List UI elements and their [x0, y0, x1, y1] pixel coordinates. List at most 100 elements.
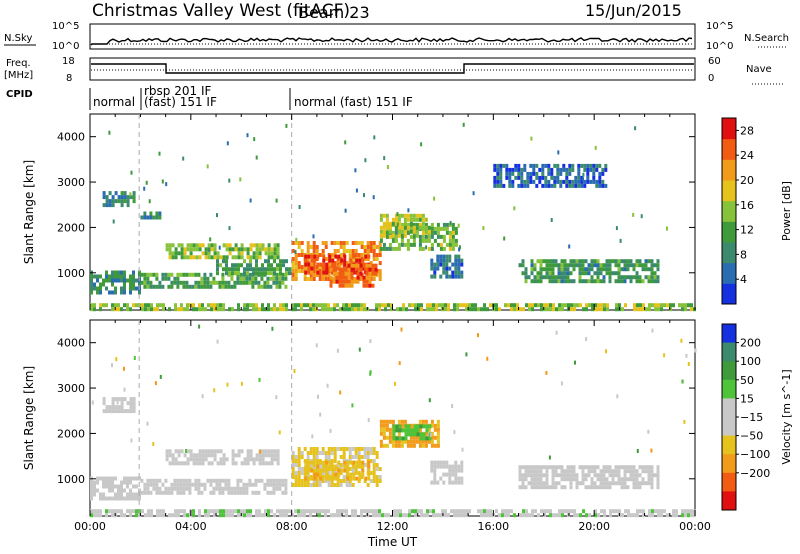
- velocity-cell: [291, 459, 295, 463]
- power-cell: [359, 267, 363, 272]
- power-cell: [684, 303, 687, 308]
- velocity-cell: [90, 509, 93, 514]
- velocity-cell: [614, 481, 618, 486]
- velocity-cell: [539, 469, 543, 474]
- power-cell: [614, 279, 618, 284]
- velocity-cell: [372, 471, 376, 475]
- velocity-cell: [444, 513, 447, 518]
- power-cell: [615, 303, 618, 308]
- velocity-cell: [318, 451, 322, 455]
- power-cell: [529, 179, 533, 184]
- velocity-cell: [345, 483, 349, 487]
- power-cell: [495, 303, 498, 308]
- nave-label: Nave: [746, 64, 772, 75]
- power-cell: [355, 258, 359, 263]
- power-cell: [183, 247, 187, 252]
- velocity-cell: [180, 509, 183, 514]
- velocity-cell: [384, 513, 387, 518]
- power-cell: [656, 263, 660, 268]
- velocity-cell: [321, 447, 325, 451]
- power-cell: [267, 243, 271, 248]
- velocity-cell: [360, 455, 364, 459]
- power-cell: [597, 303, 600, 308]
- velocity-cell: [173, 482, 177, 487]
- power-cell: [548, 271, 552, 276]
- velocity-cell: [483, 513, 486, 518]
- power-cell: [542, 267, 546, 272]
- power-cell: [614, 259, 618, 264]
- power-cell: [120, 191, 124, 196]
- power-echo-region: [430, 254, 464, 279]
- power-cell: [200, 284, 204, 289]
- power-cell: [327, 303, 330, 308]
- power-cell: [629, 263, 633, 268]
- velocity-cell: [533, 481, 537, 486]
- power-cell: [273, 255, 277, 260]
- power-cell: [608, 267, 612, 272]
- power-cell: [541, 183, 545, 188]
- velocity-cell: [246, 453, 250, 458]
- velocity-cell: [192, 509, 195, 514]
- power-cell: [281, 280, 285, 285]
- power-cell: [275, 272, 279, 277]
- power-cell: [186, 255, 190, 260]
- velocity-cell: [327, 479, 331, 483]
- power-sparse-cell: [615, 226, 618, 231]
- power-cell: [448, 266, 452, 271]
- power-cell: [350, 267, 354, 272]
- velocity-cell: [428, 436, 432, 441]
- power-cell: [533, 263, 537, 268]
- velocity-cell: [123, 397, 127, 402]
- power-cell: [606, 307, 609, 312]
- velocity-cell: [417, 509, 420, 514]
- power-cell: [219, 263, 222, 268]
- power-cell: [427, 246, 431, 251]
- power-cell: [531, 303, 534, 308]
- velocity-cell: [351, 483, 355, 487]
- power-cell: [403, 233, 407, 238]
- power-cell: [261, 263, 264, 268]
- velocity-cell: [249, 513, 252, 518]
- power-cell: [179, 272, 183, 277]
- velocity-cell: [105, 405, 109, 410]
- power-cell: [451, 234, 455, 239]
- velocity-cell: [593, 465, 597, 470]
- power-cell: [236, 276, 240, 281]
- power-cell: [111, 307, 114, 312]
- velocity-cell: [258, 461, 262, 466]
- velocity-cell: [608, 485, 612, 490]
- velocity-cell: [542, 485, 546, 490]
- velocity-echo-region: [90, 476, 141, 501]
- velocity-cell: [564, 509, 567, 514]
- power-cell: [457, 270, 461, 275]
- power-colorbar-frame: [721, 117, 737, 305]
- velocity-cell: [623, 465, 627, 470]
- velocity-cell: [93, 480, 96, 485]
- power-cell: [149, 280, 153, 285]
- power-cell: [433, 230, 437, 235]
- power-cell: [378, 241, 382, 245]
- power-cell: [406, 246, 410, 251]
- velocity-cell: [561, 509, 564, 514]
- velocity-cell: [546, 509, 549, 514]
- power-cell: [465, 303, 468, 308]
- power-cell: [213, 255, 217, 260]
- velocity-cell: [392, 428, 396, 433]
- velocity-cell: [352, 460, 356, 465]
- power-cell: [350, 275, 354, 280]
- velocity-colorbar-swatch: [722, 417, 736, 437]
- power-cell: [639, 307, 642, 312]
- power-cell: [565, 167, 569, 172]
- velocity-cell: [343, 468, 347, 473]
- velocity-cell: [324, 451, 328, 455]
- velocity-cell: [584, 465, 588, 470]
- power-cell: [350, 279, 354, 284]
- power-cell: [602, 263, 606, 268]
- velocity-echo-region: [140, 478, 288, 495]
- power-cell: [90, 282, 93, 287]
- power-cell: [394, 221, 398, 226]
- velocity-cell: [354, 451, 358, 455]
- velocity-cell: [327, 447, 331, 451]
- power-cell: [551, 279, 555, 284]
- power-cell: [360, 245, 364, 249]
